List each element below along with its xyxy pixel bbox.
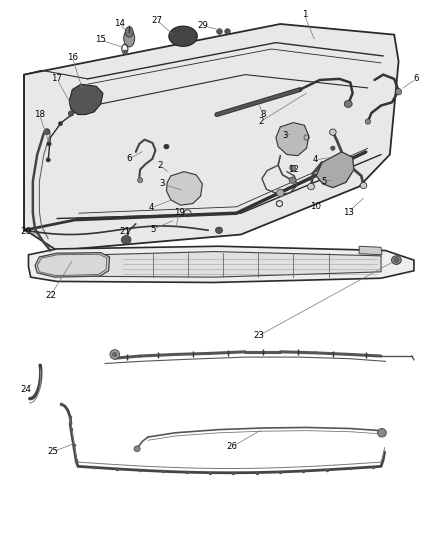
Text: 19: 19 [174, 208, 185, 216]
Text: 4: 4 [148, 204, 154, 212]
Text: 25: 25 [47, 448, 58, 456]
Polygon shape [24, 24, 399, 251]
Ellipse shape [392, 256, 401, 264]
Ellipse shape [164, 144, 169, 149]
Ellipse shape [307, 183, 314, 190]
Text: 27: 27 [151, 16, 162, 25]
Ellipse shape [290, 165, 295, 171]
Polygon shape [37, 254, 107, 276]
Ellipse shape [276, 189, 284, 197]
Polygon shape [35, 253, 110, 277]
Text: 12: 12 [288, 165, 299, 174]
Ellipse shape [365, 119, 371, 124]
Polygon shape [69, 84, 103, 115]
Text: 18: 18 [34, 110, 45, 119]
Text: 10: 10 [310, 203, 321, 211]
Text: 23: 23 [253, 332, 264, 340]
Text: 13: 13 [343, 208, 354, 216]
Ellipse shape [378, 429, 386, 437]
Ellipse shape [113, 352, 117, 357]
Text: 4: 4 [313, 156, 318, 164]
Text: 5: 5 [151, 225, 156, 233]
Ellipse shape [396, 88, 402, 95]
Ellipse shape [110, 350, 120, 359]
Ellipse shape [331, 146, 335, 150]
Text: 15: 15 [95, 36, 106, 44]
Text: 2: 2 [258, 117, 263, 126]
Text: 17: 17 [51, 75, 63, 83]
Ellipse shape [215, 227, 223, 233]
Text: 3: 3 [282, 132, 287, 140]
Ellipse shape [44, 129, 50, 134]
Ellipse shape [125, 27, 133, 37]
Ellipse shape [289, 177, 296, 183]
Text: 3: 3 [159, 180, 165, 188]
Ellipse shape [68, 111, 74, 116]
Text: 2: 2 [157, 161, 162, 169]
Ellipse shape [138, 177, 143, 183]
Text: 29: 29 [198, 21, 208, 30]
Ellipse shape [134, 446, 140, 451]
Text: 6: 6 [413, 75, 419, 83]
Ellipse shape [124, 30, 134, 47]
Text: 22: 22 [45, 292, 56, 300]
Polygon shape [276, 123, 309, 156]
Polygon shape [316, 152, 354, 188]
Text: 20: 20 [20, 228, 31, 236]
Ellipse shape [58, 122, 63, 126]
Text: 16: 16 [67, 53, 78, 62]
Polygon shape [57, 252, 381, 277]
Ellipse shape [47, 142, 51, 146]
Text: 6: 6 [127, 155, 132, 163]
Ellipse shape [169, 26, 197, 46]
Polygon shape [166, 172, 202, 205]
Text: 14: 14 [113, 20, 125, 28]
Ellipse shape [360, 182, 367, 189]
Ellipse shape [394, 257, 399, 263]
Ellipse shape [329, 129, 336, 135]
Polygon shape [28, 246, 414, 282]
Text: 1: 1 [302, 11, 307, 19]
Ellipse shape [344, 101, 352, 108]
Polygon shape [359, 246, 382, 255]
Ellipse shape [121, 236, 131, 244]
Text: 8: 8 [260, 110, 265, 119]
Text: 21: 21 [119, 228, 131, 236]
Text: 24: 24 [21, 385, 32, 393]
Ellipse shape [46, 158, 50, 162]
Text: 26: 26 [226, 442, 238, 451]
Text: 5: 5 [321, 177, 327, 185]
